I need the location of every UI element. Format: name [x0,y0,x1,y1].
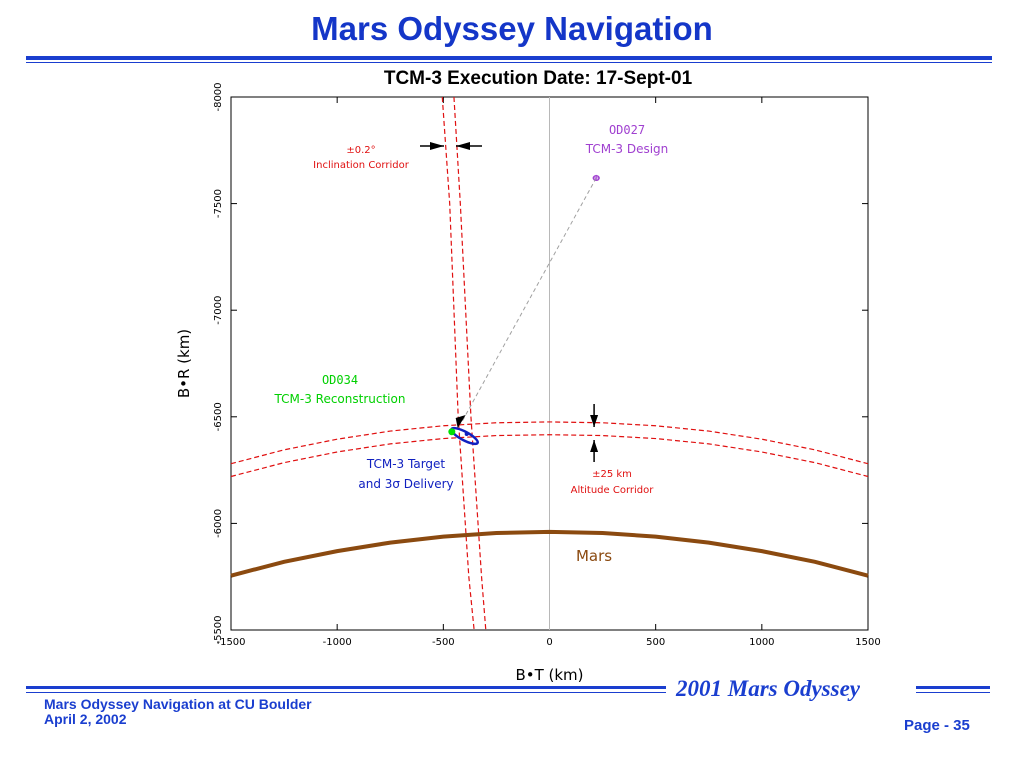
axis-ticks: -1500 -1000 -500 0 500 1000 1500 -8000 -7500 -700… [213,82,881,648]
x-tick-label: 1000 [749,637,774,648]
altitude-corridor-label: Altitude Corridor [571,485,655,496]
y-tick-label: -7500 [213,189,224,218]
y-tick-label: -5500 [213,615,224,644]
header-rule [26,56,992,60]
od034-id-label: OD034 [322,373,358,387]
footer-rule-left-thin [26,692,666,693]
footer-line-2: April 2, 2002 [44,711,127,727]
altitude-arrowhead-bottom [590,440,599,452]
inclination-corridor-right-line [453,96,487,631]
target-label-line1: TCM-3 Target [366,457,446,471]
footer-info: Mars Odyssey Navigation at CU Boulder Ap… [44,697,312,727]
od027-design-label: TCM-3 Design [585,142,669,156]
altitude-corridor-lower-line [230,434,869,478]
inclination-corridor-left-line [441,96,475,631]
x-tick-label: -500 [432,637,455,648]
od034-point [448,428,456,436]
header-rule-thin [26,62,992,63]
plot-overlays: + [420,142,600,462]
footer-rule-left [26,686,666,689]
y-tick-label: -6000 [213,509,224,538]
chart-title: TCM-3 Execution Date: 17-Sept-01 [383,68,693,89]
inclination-arrowhead-left [430,142,444,151]
altitude-value-label: ±25 km [592,469,632,480]
target-point [464,431,469,436]
y-tick-label: -6500 [213,402,224,431]
inclination-corridor-label: Inclination Corridor [313,160,410,171]
altitude-corridor-upper-line [230,421,869,465]
y-axis-label: B•R (km) [175,329,193,398]
delivery-3sigma-ellipse [450,426,479,446]
inclination-arrowhead-right [456,142,470,151]
inclination-value-label: ±0.2° [346,145,375,156]
od027-id-label: OD027 [609,123,645,137]
od034-recon-label: TCM-3 Reconstruction [274,392,406,406]
x-tick-label: 1500 [855,637,880,648]
altitude-arrowhead-top [590,415,599,427]
x-axis-label: B•T (km) [515,666,583,684]
footer-rule-right-thin [916,692,990,693]
mars-label: Mars [576,547,612,565]
y-tick-label: -7000 [213,296,224,325]
mars-surface-line [230,529,869,578]
x-tick-label: 500 [646,637,665,648]
x-tick-label: 0 [546,637,552,648]
page-title: Mars Odyssey Navigation [311,10,713,47]
design-to-target-line [460,177,597,425]
x-tick-label: -1000 [323,637,352,648]
target-label-line2: and 3σ Delivery [358,477,453,491]
x-tick-label: -1500 [216,637,245,648]
design-arrowhead [455,414,466,428]
plot-curves [230,96,869,631]
page-number: Page - 35 [904,717,970,734]
od027-uncertainty-ellipse [592,175,600,182]
od027-point: + [592,173,600,184]
footer-rule-right [916,686,990,689]
footer-line-1: Mars Odyssey Navigation at CU Boulder [44,696,312,712]
y-tick-label: -8000 [213,82,224,111]
brand-logo-text: 2001 Mars Odyssey [676,676,860,701]
